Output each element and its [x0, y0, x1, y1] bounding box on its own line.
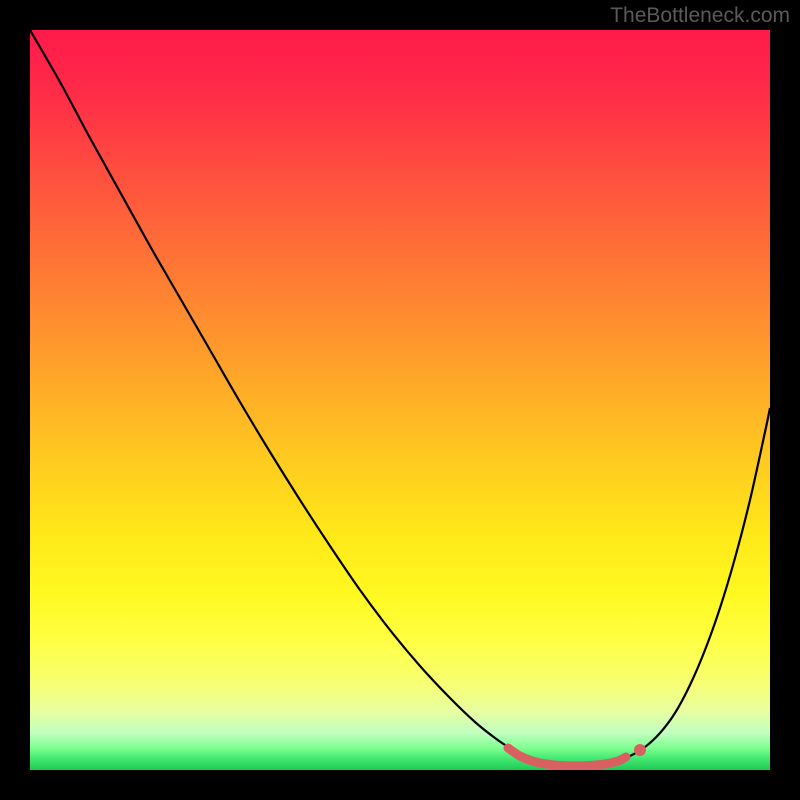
- optimal-point-marker: [634, 744, 646, 756]
- bottleneck-curve: [30, 30, 770, 765]
- watermark-text: TheBottleneck.com: [610, 4, 790, 28]
- chart-plot-area: [30, 30, 770, 770]
- optimal-range-marker: [508, 748, 626, 766]
- chart-curve-layer: [30, 30, 770, 770]
